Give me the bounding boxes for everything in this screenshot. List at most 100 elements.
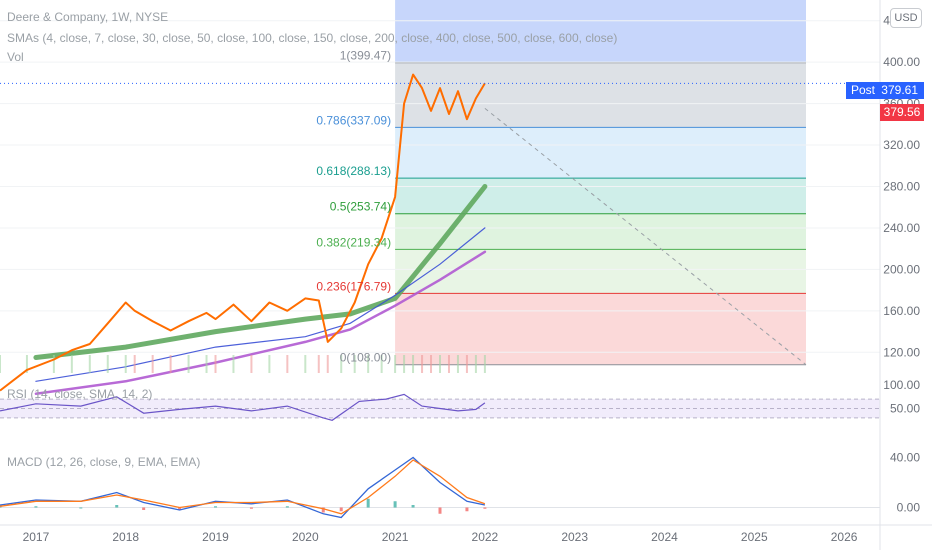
fib-zone (395, 62, 806, 128)
macd-histogram-bar (366, 498, 370, 508)
macd-histogram-bar (115, 505, 119, 508)
volume-bar (412, 355, 415, 373)
macd-axis-tick-label: 40.00 (890, 451, 920, 465)
volume-bar (403, 355, 406, 373)
macd-signal-line (0, 459, 486, 515)
macd-histogram-bar (34, 506, 38, 508)
sma-line (33, 184, 488, 360)
volume-bar (70, 355, 73, 373)
fib-zone (395, 249, 806, 294)
volume-legend: Vol (7, 50, 24, 64)
macd-histogram-bar (178, 507, 182, 510)
highlight-band (395, 0, 806, 63)
macd-histogram-bar (393, 501, 397, 508)
volume-bar (187, 355, 190, 373)
time-axis-tick-label: 2018 (112, 530, 139, 544)
macd-histogram-bar (0, 506, 2, 508)
volume-bar (465, 355, 468, 373)
time-axis-tick-label: 2024 (651, 530, 678, 544)
time-axis-tick-label: 2023 (561, 530, 588, 544)
time-axis-tick-label: 2026 (831, 530, 858, 544)
volume-bar (133, 355, 136, 373)
currency-button[interactable]: USD (890, 8, 922, 28)
volume-bar (304, 355, 307, 373)
time-axis-tick-label: 2021 (382, 530, 409, 544)
volume-bar (88, 355, 91, 373)
volume-bar (214, 355, 217, 373)
price-axis-tick-label: 120.00 (883, 345, 920, 359)
price-axis-tick-label: 400.00 (883, 55, 920, 69)
price-axis-tick-label: 320.00 (883, 138, 920, 152)
sma-legend: SMAs (4, close, 7, close, 30, close, 50,… (7, 31, 618, 45)
volume-bar (169, 355, 172, 373)
volume-bar (124, 355, 127, 373)
time-axis-tick-label: 2020 (292, 530, 319, 544)
macd-pane (0, 456, 880, 519)
volume-bar (286, 355, 289, 373)
volume-bar (430, 355, 433, 373)
fib-level-label: 0.382(219.34) (316, 235, 391, 249)
macd-histogram-bar (465, 507, 469, 512)
volume-bar (52, 355, 55, 373)
volume-bar (394, 355, 397, 373)
fib-level-label: 0.5(253.74) (330, 200, 391, 214)
macd-histogram-bar (411, 505, 415, 508)
macd-histogram-bar (142, 507, 146, 510)
rsi-line (0, 393, 486, 421)
fib-zone (395, 127, 806, 179)
time-axis-tick-label: 2025 (741, 530, 768, 544)
fib-level-label: 0.786(337.09) (316, 113, 391, 127)
volume-bar (25, 355, 28, 373)
price-line (0, 73, 486, 392)
volume-bar (151, 355, 154, 373)
volume-bar (483, 355, 486, 373)
macd-histogram-bar (321, 507, 325, 513)
last-price-tag: 379.56 (880, 104, 924, 121)
sma-line (34, 250, 487, 395)
macd-histogram-bar (438, 507, 442, 514)
volume-bar (447, 355, 450, 373)
fib-level-label: 0.618(288.13) (316, 164, 391, 178)
fib-level-label: 0(108.00) (340, 351, 391, 365)
post-label: Post (851, 83, 876, 97)
volume-bar (456, 355, 459, 373)
fibonacci-labels: 1(399.47) 0.786(337.09) 0.618(288.13) 0.5(2… (316, 49, 391, 365)
fib-zone (395, 178, 806, 214)
volume-bar (326, 355, 329, 373)
price-axis-tick-label: 160.00 (883, 304, 920, 318)
price-series (0, 73, 880, 392)
price-axis-tick-label: 280.00 (883, 180, 920, 194)
macd-histogram-bar (483, 507, 487, 509)
volume-bars (0, 355, 486, 373)
time-axis-tick-label: 2017 (23, 530, 50, 544)
volume-bar (380, 355, 383, 373)
macd-histogram-bar (285, 506, 289, 508)
macd-axis-tick-label: 0.00 (897, 501, 921, 515)
post-price-tag: Post 379.61 (846, 82, 924, 99)
grid (0, 20, 880, 353)
sma-lines (33, 184, 488, 395)
rsi-legend: RSI (14, close, SMA, 14, 2) (7, 387, 153, 401)
volume-bar (474, 355, 477, 373)
volume-bar (106, 355, 109, 373)
volume-bar (0, 355, 1, 373)
fib-zone (395, 293, 806, 365)
price-axis-tick-label: 200.00 (883, 262, 920, 276)
sma-line (35, 227, 486, 382)
time-axis-tick-label: 2022 (472, 530, 499, 544)
fib-level-label: 1(399.47) (340, 49, 391, 63)
volume-bar (317, 355, 320, 373)
price-axis-tick-label: 240.00 (883, 221, 920, 235)
post-value: 379.61 (881, 83, 918, 97)
macd-histogram-bar (79, 507, 83, 509)
volume-bar (367, 355, 370, 373)
macd-histogram-bar (249, 507, 253, 509)
fibonacci-zones (395, 0, 806, 366)
macd-legend: MACD (12, 26, close, 9, EMA, EMA) (7, 455, 201, 469)
volume-bar (439, 355, 441, 373)
volume-bar (232, 355, 235, 373)
macd-histogram-bar (339, 507, 343, 512)
volume-bar (250, 355, 253, 373)
